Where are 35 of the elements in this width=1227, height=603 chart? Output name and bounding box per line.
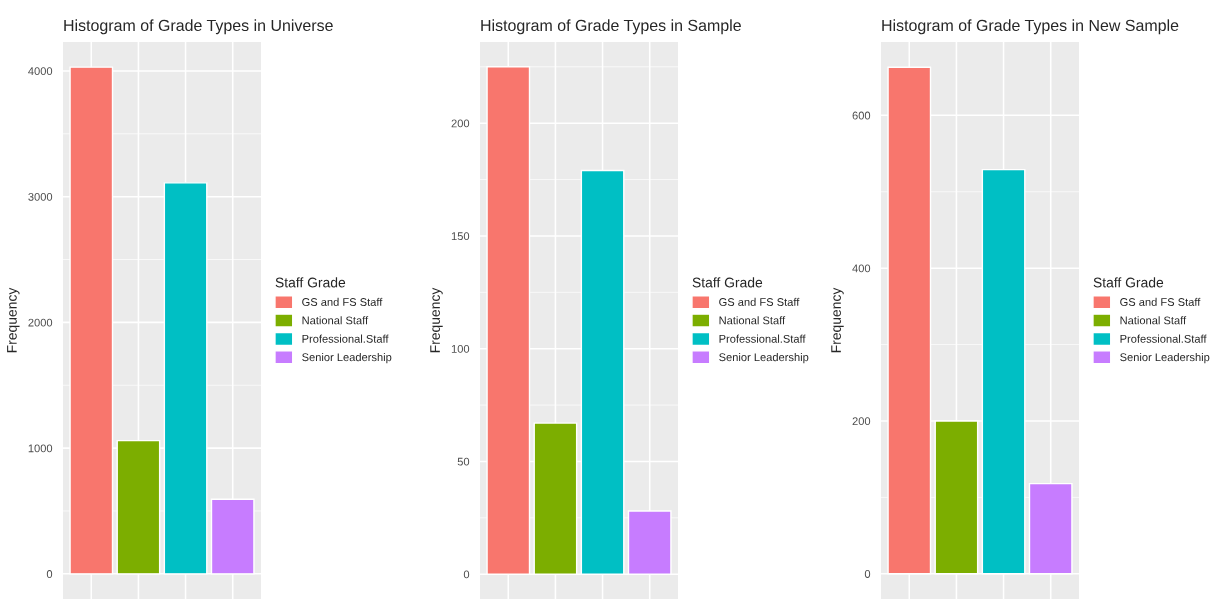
y-axis-title: Frequency	[7, 287, 20, 353]
legend-label: Senior Leadership	[302, 352, 392, 364]
chart-title: Histogram of Grade Types in Universe	[64, 19, 333, 35]
y-tick-label: 1000	[28, 444, 53, 453]
y-tick-label: 4000	[28, 67, 53, 76]
legend-label: Senior Leadership	[1120, 352, 1210, 364]
legend-title: Staff Grade	[275, 277, 346, 288]
legend-label: Professional.Staff	[1120, 334, 1207, 343]
y-tick-label: 150	[451, 232, 470, 241]
y-tick-label: 0	[463, 570, 470, 579]
legend-label: National Staff	[719, 316, 786, 325]
y-tick-label: 2000	[28, 318, 53, 327]
legend-label: Professional.Staff	[302, 334, 389, 343]
chart-title: Histogram of Grade Types in Sample	[481, 19, 741, 35]
legend-label: GS and FS Staff	[719, 297, 800, 306]
y-tick-label: 0	[46, 570, 53, 578]
legend-label: National Staff	[1120, 316, 1187, 325]
legend-label: Professional.Staff	[719, 334, 806, 343]
y-axis-title: Frequency	[430, 287, 443, 353]
legend-label: Senior Leadership	[719, 352, 809, 364]
legend-label: GS and FS Staff	[1120, 297, 1201, 306]
y-tick-label: 3000	[28, 192, 53, 201]
y-axis-title: Frequency	[831, 287, 844, 353]
legend-title: Staff Grade	[1093, 277, 1164, 288]
y-tick-label: 400	[852, 264, 871, 273]
legend-label: National Staff	[302, 316, 369, 325]
legend-label: GS and FS Staff	[302, 297, 383, 306]
legend-title: Staff Grade	[692, 277, 763, 288]
chart-title: Histogram of Grade Types in New Sample	[882, 19, 1179, 35]
y-tick-label: 50	[457, 457, 470, 466]
y-tick-label: 200	[852, 417, 871, 426]
y-tick-label: 100	[451, 344, 470, 353]
y-tick-label: 600	[852, 111, 871, 120]
y-tick-label: 0	[864, 570, 871, 578]
y-tick-label: 200	[451, 119, 470, 128]
